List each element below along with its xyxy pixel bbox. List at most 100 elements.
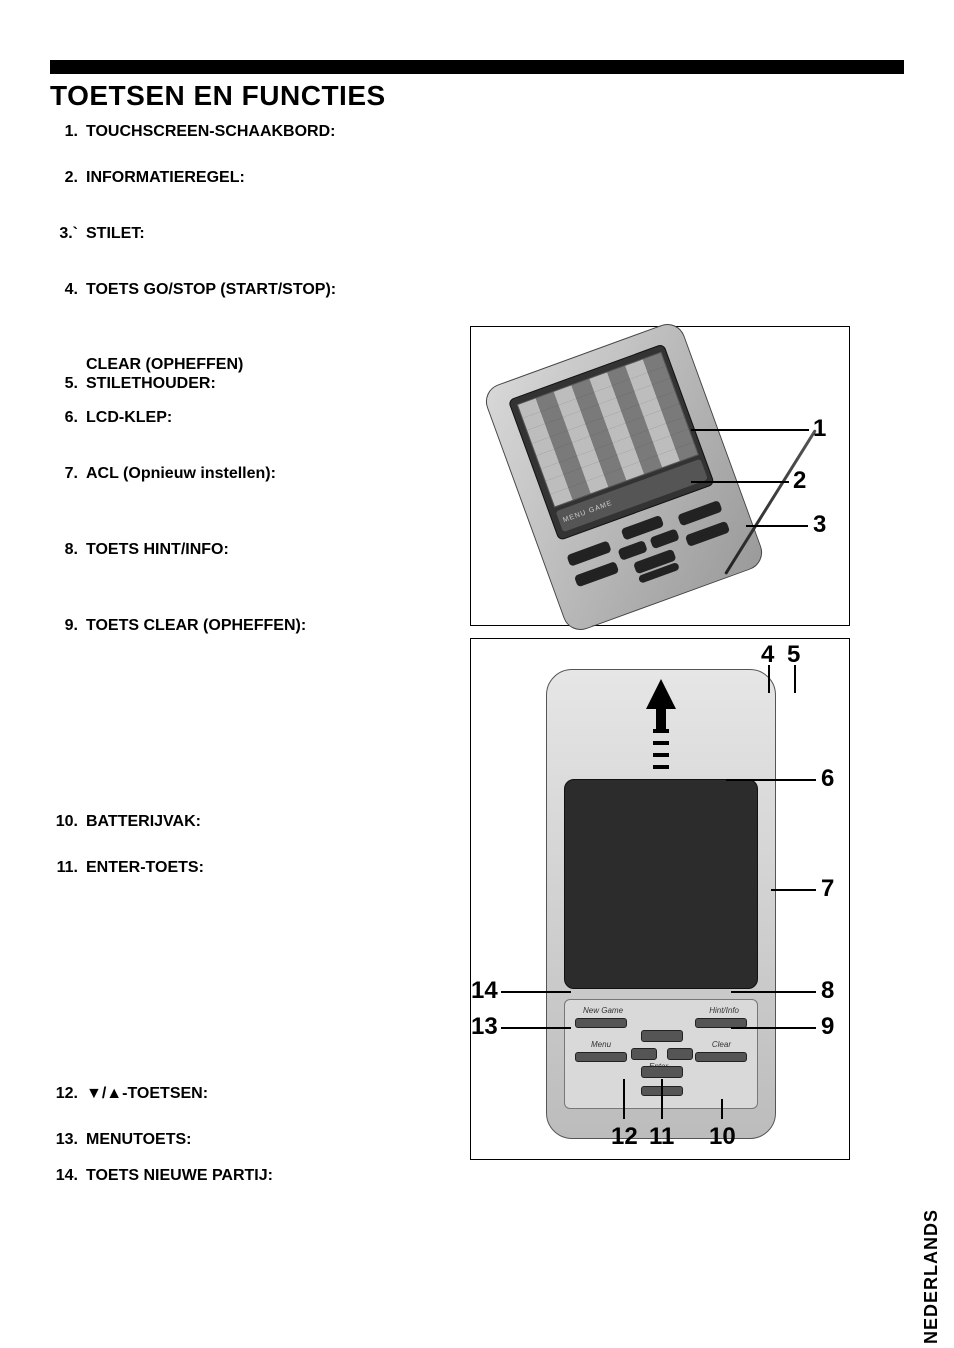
figure-1: MENU GAME 1 xyxy=(470,326,850,626)
item-1: 1. TOUCHSCREEN-SCHAAKBORD: xyxy=(50,122,470,142)
item-8-num: 8. xyxy=(50,540,86,560)
btn-menu xyxy=(575,1052,627,1062)
item-2-num: 2. xyxy=(50,168,86,188)
callout-2: 2 xyxy=(793,467,806,495)
callout-3: 3 xyxy=(813,511,826,539)
leader-line xyxy=(661,1079,663,1119)
callout-10: 10 xyxy=(709,1123,736,1151)
leader-line xyxy=(731,991,816,993)
label-menu: Menu xyxy=(591,1040,611,1049)
feature-list: 1. TOUCHSCREEN-SCHAAKBORD: 2. INFORMATIE… xyxy=(50,118,470,1212)
item-6-num: 6. xyxy=(50,408,86,428)
callout-12: 12 xyxy=(611,1123,638,1151)
leader-line xyxy=(771,889,816,891)
dpad-down xyxy=(641,1066,683,1078)
item-14-label: TOETS NIEUWE PARTIJ: xyxy=(86,1166,470,1186)
btn-clear xyxy=(695,1052,747,1062)
item-6-label: LCD-KLEP: xyxy=(86,408,470,428)
dpad-left xyxy=(631,1048,657,1060)
leader-line xyxy=(768,665,770,693)
language-tab: NEDERLANDS xyxy=(919,1205,944,1348)
arrow-up-stem xyxy=(656,709,666,731)
callout-7: 7 xyxy=(821,875,834,903)
item-14: 14. TOETS NIEUWE PARTIJ: xyxy=(50,1166,470,1186)
leader-line xyxy=(501,1027,571,1029)
content-row: 1. TOUCHSCREEN-SCHAAKBORD: 2. INFORMATIE… xyxy=(50,118,904,1212)
title-rule xyxy=(50,60,904,74)
leader-line xyxy=(794,665,796,693)
device-front: New Game Hint/Info Menu Clear Enter xyxy=(546,669,776,1139)
figures-column: MENU GAME 1 xyxy=(470,118,904,1212)
item-13-label: MENUTOETS: xyxy=(86,1130,470,1150)
item-3-label: STILET: xyxy=(86,224,470,244)
item-12-num: 12. xyxy=(50,1084,86,1104)
callout-5: 5 xyxy=(787,641,800,669)
item-3-num: 3.` xyxy=(50,224,86,244)
item-11-num: 11. xyxy=(50,858,86,878)
item-3: 3.` STILET: xyxy=(50,224,470,244)
item-11: 11. ENTER-TOETS: xyxy=(50,858,470,878)
leader-line xyxy=(731,1027,816,1029)
item-14-num: 14. xyxy=(50,1166,86,1186)
item-5-label: STILETHOUDER: xyxy=(86,374,470,394)
btn-shape xyxy=(617,540,647,561)
lcd-lid xyxy=(564,779,758,989)
leader-line xyxy=(691,481,789,483)
item-12-label: ▼/▲-TOETSEN: xyxy=(86,1084,470,1104)
figure-2: New Game Hint/Info Menu Clear Enter xyxy=(470,638,850,1160)
leader-line xyxy=(721,1099,723,1119)
item-7: 7. ACL (Opnieuw instellen): xyxy=(50,464,470,484)
item-2: 2. INFORMATIEREGEL: xyxy=(50,168,470,188)
item-4-label: TOETS GO/STOP (START/STOP): xyxy=(86,280,470,300)
item-8-label: TOETS HINT/INFO: xyxy=(86,540,470,560)
leader-line xyxy=(501,991,571,993)
slide-slot-icon xyxy=(653,729,669,769)
leader-line xyxy=(691,429,809,431)
dpad-right xyxy=(667,1048,693,1060)
dpad-up xyxy=(641,1030,683,1042)
item-1-label: TOUCHSCREEN-SCHAAKBORD: xyxy=(86,122,470,142)
callout-8: 8 xyxy=(821,977,834,1005)
item-2-label: INFORMATIEREGEL: xyxy=(86,168,470,188)
callout-11: 11 xyxy=(649,1123,674,1151)
item-10: 10. BATTERIJVAK: xyxy=(50,812,470,832)
arrow-up-icon xyxy=(646,679,676,709)
item-9-label: TOETS CLEAR (OPHEFFEN): xyxy=(86,616,470,636)
callout-14: 14 xyxy=(471,977,498,1005)
callout-6: 6 xyxy=(821,765,834,793)
item-4-subline: CLEAR (OPHEFFEN) xyxy=(86,356,470,374)
item-5-num: 5. xyxy=(50,374,86,394)
callout-13: 13 xyxy=(471,1013,498,1041)
btn-shape xyxy=(649,528,679,549)
item-10-num: 10. xyxy=(50,812,86,832)
item-9: 9. TOETS CLEAR (OPHEFFEN): xyxy=(50,616,470,636)
item-13-num: 13. xyxy=(50,1130,86,1150)
btn-shape xyxy=(574,561,619,587)
callout-9: 9 xyxy=(821,1013,834,1041)
item-8: 8. TOETS HINT/INFO: xyxy=(50,540,470,560)
item-12: 12. ▼/▲-TOETSEN: xyxy=(50,1084,470,1104)
btn-newgame xyxy=(575,1018,627,1028)
item-1-num: 1. xyxy=(50,122,86,142)
item-6: 6. LCD-KLEP: xyxy=(50,408,470,428)
label-hintinfo: Hint/Info xyxy=(709,1006,739,1015)
item-5: 5. STILETHOUDER: xyxy=(50,374,470,394)
label-newgame: New Game xyxy=(583,1006,623,1015)
label-clear: Clear xyxy=(712,1040,731,1049)
device-tilted: MENU GAME xyxy=(481,319,767,635)
callout-1: 1 xyxy=(813,415,826,443)
leader-line xyxy=(746,525,808,527)
leader-line xyxy=(623,1079,625,1119)
item-10-label: BATTERIJVAK: xyxy=(86,812,470,832)
page: TOETSEN EN FUNCTIES 1. TOUCHSCREEN-SCHAA… xyxy=(0,0,954,1345)
page-title: TOETSEN EN FUNCTIES xyxy=(50,80,904,112)
item-13: 13. MENUTOETS: xyxy=(50,1130,470,1150)
leader-line xyxy=(726,779,816,781)
item-7-num: 7. xyxy=(50,464,86,484)
item-7-label: ACL (Opnieuw instellen): xyxy=(86,464,470,484)
item-9-num: 9. xyxy=(50,616,86,636)
callout-4: 4 xyxy=(761,641,774,669)
item-4-num: 4. xyxy=(50,280,86,300)
item-4: 4. TOETS GO/STOP (START/STOP): xyxy=(50,280,470,300)
btn-shape xyxy=(685,521,730,547)
